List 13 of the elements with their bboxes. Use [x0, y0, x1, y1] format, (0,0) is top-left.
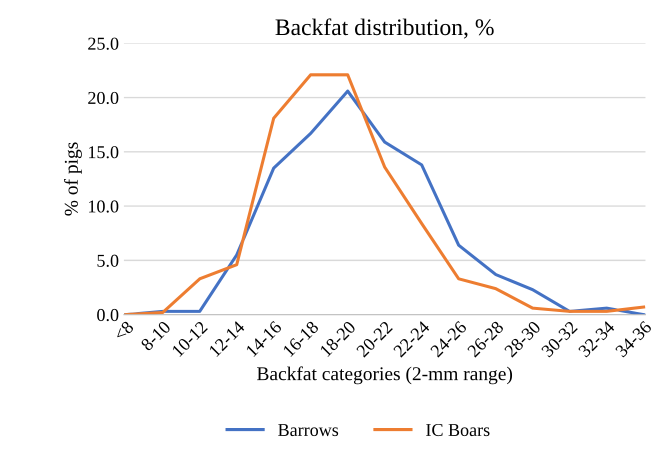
y-tick-label: 20.0: [88, 92, 118, 104]
legend-label: Barrows: [278, 424, 338, 436]
y-tick-label: 15.0: [89, 146, 118, 158]
y-tick-label: 5.0: [98, 254, 118, 267]
x-tick-label: <8: [113, 320, 134, 342]
x-tick-label: 8-10: [140, 320, 172, 352]
legend-label: IC Boars: [426, 424, 490, 436]
y-axis-title: % of pigs: [64, 142, 82, 216]
y-tick-label: 25.0: [88, 38, 118, 50]
y-tick-label: 0.0: [97, 308, 118, 322]
chart-title: Backfat distribution, %: [276, 18, 494, 39]
y-tick-label: 10.0: [89, 200, 118, 213]
x-axis-title: Backfat categories (2-mm range): [257, 366, 512, 384]
